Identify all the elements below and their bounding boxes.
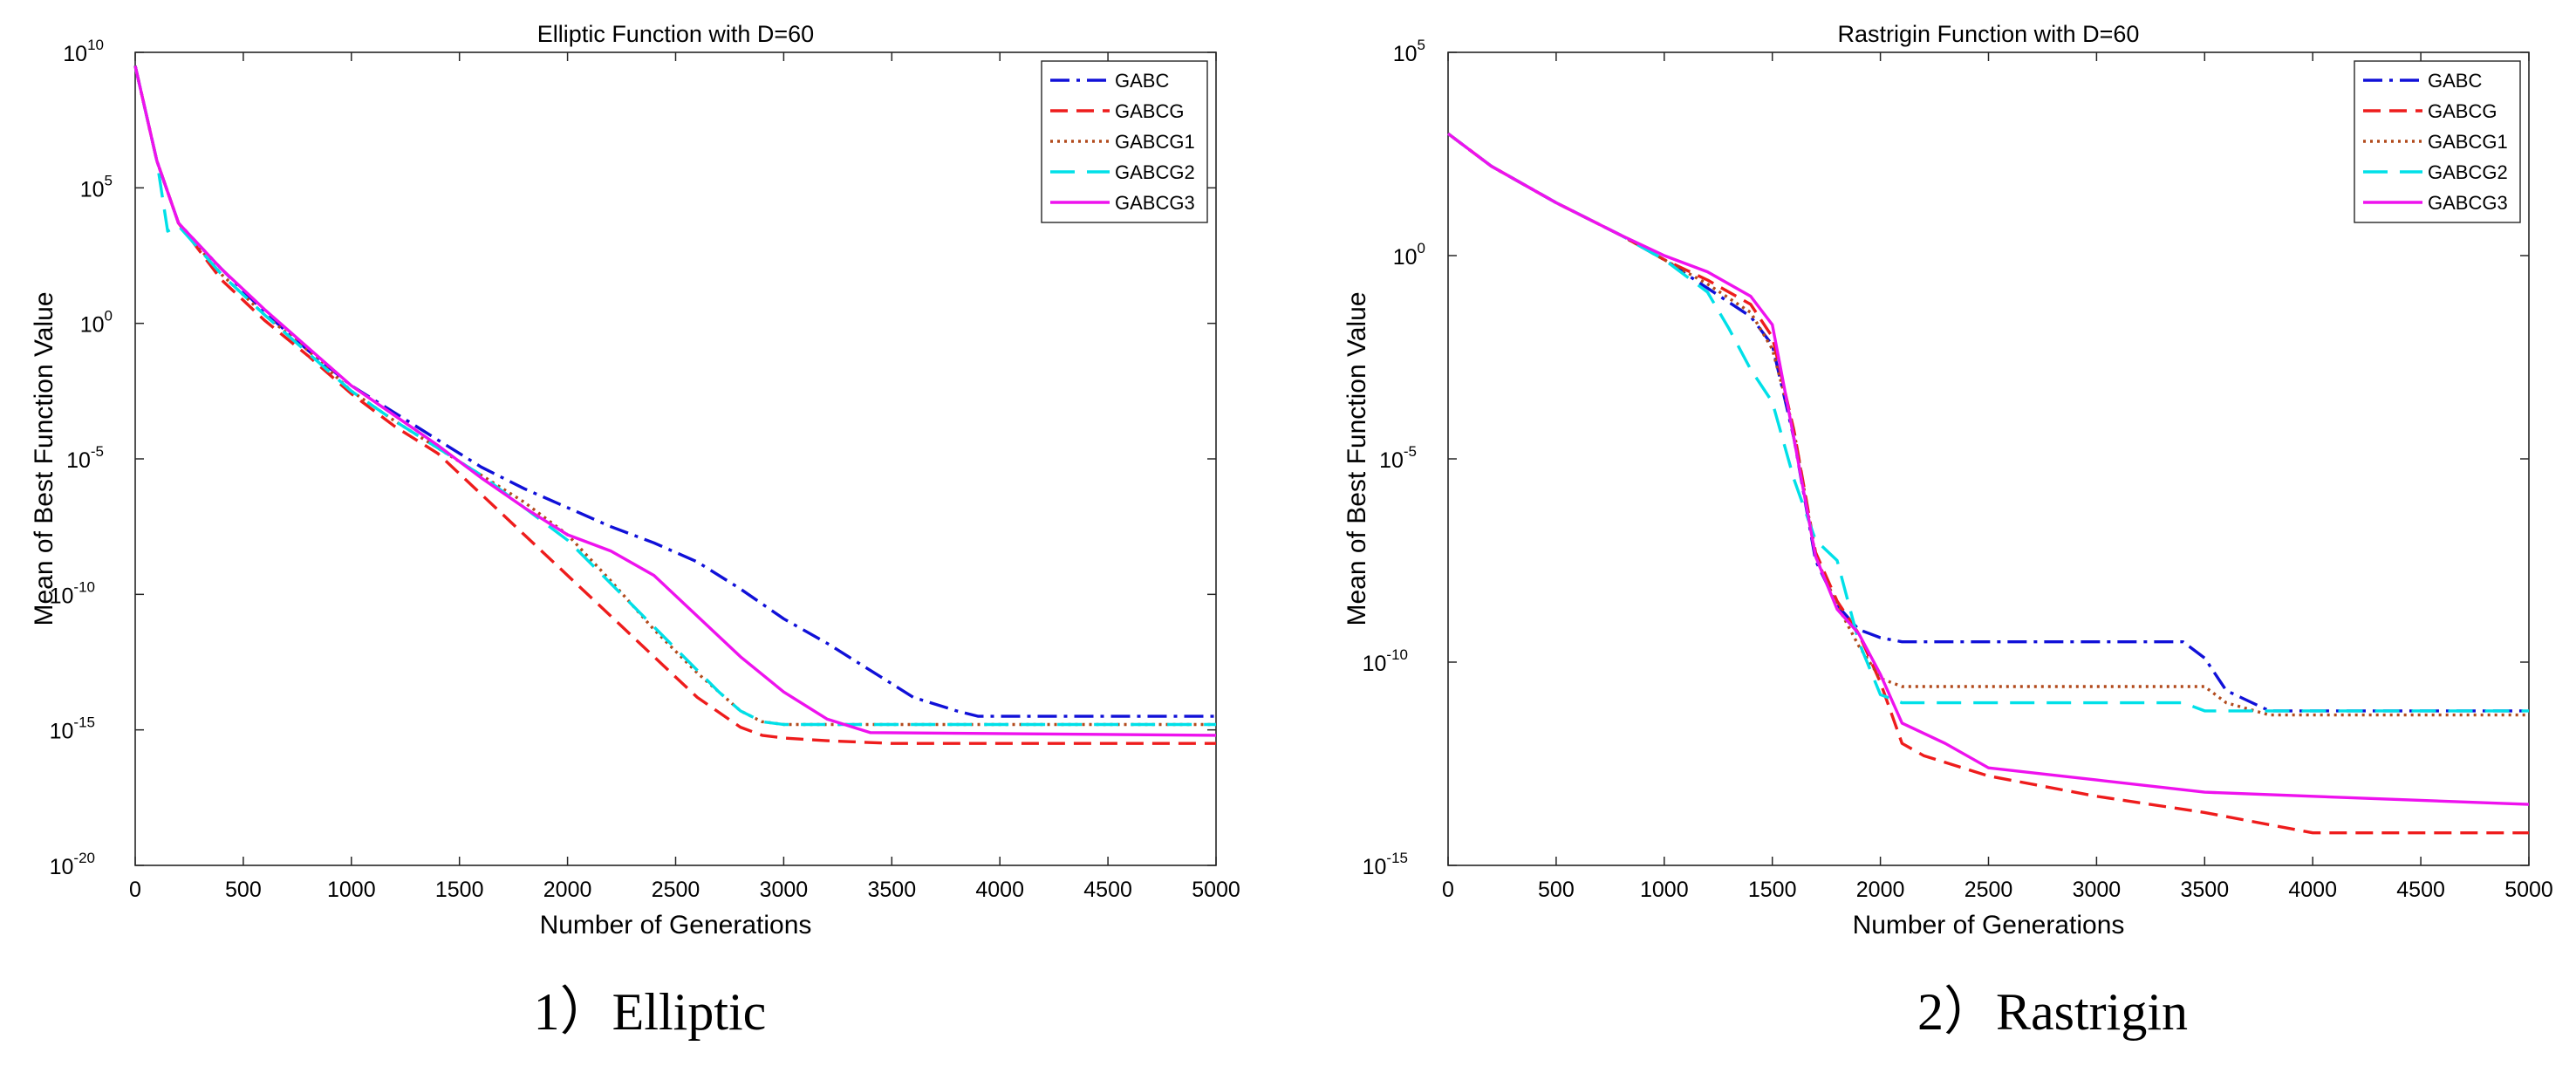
legend: GABC GABCG GABCG1 GABCG2 GABCG3 [1041, 60, 1208, 223]
x-tick-label: 4000 [2288, 878, 2337, 902]
series-line-gabcg3 [133, 65, 1217, 737]
y-tick-label: 100 [80, 308, 113, 338]
legend-label-gabcg1: GABCG1 [1115, 131, 1195, 153]
y-axis-label: Mean of Best Function Value [30, 292, 58, 626]
legend-box [1041, 60, 1208, 223]
legend-box [2354, 60, 2521, 223]
legend-label-gabc: GABC [1115, 70, 1169, 92]
x-tick-label: 1000 [1640, 878, 1689, 902]
plot-area [1447, 51, 2530, 866]
y-tick-label: 105 [80, 172, 113, 202]
y-axis-label: Mean of Best Function Value [1343, 292, 1371, 626]
x-tick-label: 0 [1442, 878, 1454, 902]
chart-caption: 2）Rastrigin [1917, 983, 2188, 1041]
x-tick-label: 2500 [1964, 878, 2013, 902]
x-tick-label: 3000 [760, 878, 809, 902]
x-tick-label: 5000 [1192, 878, 1240, 902]
series-line-gabcg [133, 65, 1216, 745]
y-tick-label: 10-10 [50, 578, 95, 608]
x-axis-label: Number of Generations [540, 911, 812, 940]
legend-label-gabcg2: GABCG2 [1115, 161, 1195, 183]
plot-area [134, 51, 1217, 866]
legend-label-gabcg: GABCG [1115, 100, 1184, 122]
series-line-gabc [133, 65, 1216, 718]
series-line-gabcg3 [1446, 132, 2530, 806]
x-tick-label: 2000 [1856, 878, 1905, 902]
legend-label-gabcg3: GABCG3 [1115, 192, 1195, 214]
chart-title: Elliptic Function with D=60 [537, 21, 814, 47]
series-line-gabcg2 [133, 65, 1216, 727]
x-tick-label: 3000 [2073, 878, 2122, 902]
x-tick-label: 3500 [867, 878, 916, 902]
y-tick-label: 10-5 [66, 443, 104, 473]
x-axis-label: Number of Generations [1853, 911, 2125, 940]
y-tick-label: 10-5 [1379, 443, 1417, 473]
x-tick-label: 1500 [435, 878, 484, 902]
y-tick-label: 10-10 [1363, 646, 1408, 676]
x-tick-label: 4500 [1083, 878, 1132, 902]
rastrigin-chart: Rastrigin Function with D=60 Number of G… [1343, 21, 2553, 1041]
y-tick-label: 100 [1393, 240, 1425, 270]
y-tick-label: 1010 [63, 37, 104, 66]
legend: GABC GABCG GABCG1 GABCG2 GABCG3 [2354, 60, 2521, 223]
legend-label-gabcg2: GABCG2 [2428, 161, 2508, 183]
y-tick-label: 105 [1393, 37, 1425, 66]
x-tick-label: 4000 [975, 878, 1024, 902]
chart-title: Rastrigin Function with D=60 [1838, 21, 2140, 47]
y-tick-label: 10-20 [50, 850, 95, 879]
x-tick-label: 0 [129, 878, 141, 902]
legend-label-gabcg: GABCG [2428, 100, 2497, 122]
x-tick-label: 1500 [1748, 878, 1797, 902]
x-tick-label: 2000 [543, 878, 592, 902]
series-line-gabcg1 [133, 65, 1216, 727]
legend-label-gabc: GABC [2428, 70, 2482, 92]
y-tick-label: 10-15 [1363, 850, 1408, 879]
y-tick-label: 10-15 [50, 714, 95, 744]
x-tick-label: 500 [1538, 878, 1575, 902]
x-tick-label: 500 [225, 878, 262, 902]
x-tick-label: 4500 [2396, 878, 2445, 902]
x-tick-label: 1000 [327, 878, 376, 902]
legend-label-gabcg3: GABCG3 [2428, 192, 2508, 214]
chart-caption: 1）Elliptic [534, 983, 767, 1041]
x-tick-label: 3500 [2180, 878, 2229, 902]
x-tick-label: 5000 [2504, 878, 2553, 902]
elliptic-chart: Elliptic Function with D=60 Number of Ge… [30, 21, 1240, 1041]
x-tick-label: 2500 [652, 878, 700, 902]
legend-label-gabcg1: GABCG1 [2428, 131, 2508, 153]
